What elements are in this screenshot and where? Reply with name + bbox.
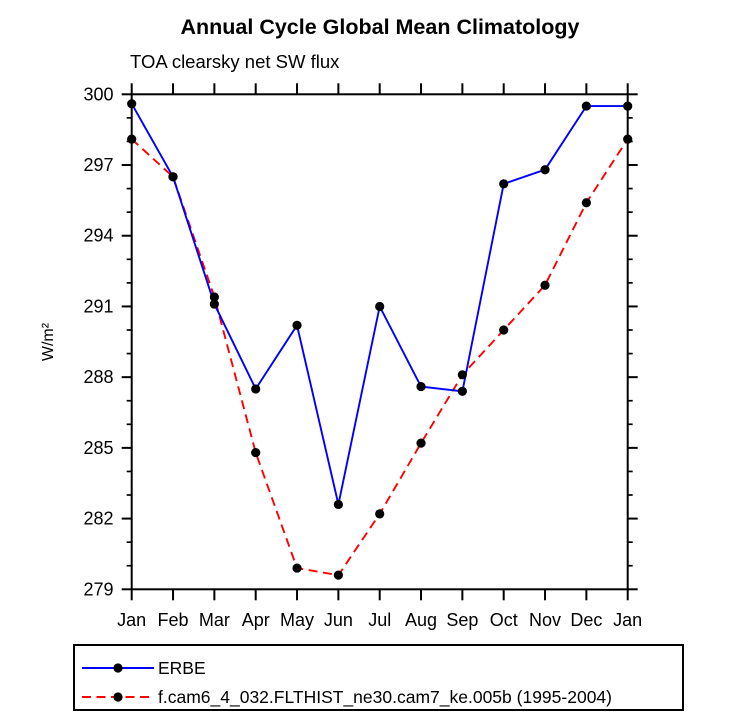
y-tick-label: 300	[83, 84, 113, 104]
data-point-marker	[251, 384, 261, 394]
data-point-marker	[499, 179, 509, 189]
data-point-marker	[292, 563, 302, 573]
data-point-marker	[209, 292, 219, 302]
data-point-marker	[457, 370, 467, 380]
model-dashed-line-marker-icon	[82, 692, 154, 702]
x-tick-label: Jan	[117, 610, 146, 630]
y-tick-label: 288	[83, 367, 113, 387]
x-tick-label: Mar	[199, 610, 230, 630]
plot-frame	[130, 93, 629, 591]
data-point-marker	[251, 447, 261, 458]
legend-box: ERBE f.cam6_4_032.FLTHIST_ne30.cam7_ke.0…	[73, 644, 684, 711]
data-point-marker	[333, 570, 343, 580]
data-point-marker	[168, 172, 178, 182]
x-tick-label: Jan	[613, 610, 642, 630]
y-tick-label: 279	[83, 579, 113, 599]
x-tick-label: Apr	[242, 610, 270, 630]
legend-entry-erbe: ERBE	[80, 658, 206, 678]
legend-label-model: f.cam6_4_032.FLTHIST_ne30.cam7_ke.005b (…	[158, 687, 612, 707]
data-point-marker	[333, 499, 343, 510]
legend-entry-model: f.cam6_4_032.FLTHIST_ne30.cam7_ke.005b (…	[80, 687, 612, 707]
y-tick-label: 297	[83, 155, 113, 175]
data-point-marker	[581, 198, 591, 208]
chart-subtitle: TOA clearsky net SW flux	[130, 51, 340, 72]
data-point-marker	[127, 99, 137, 109]
data-point-marker	[209, 299, 219, 309]
erbe-line-marker-icon	[82, 663, 154, 673]
chart-title: Annual Cycle Global Mean Climatology	[180, 15, 580, 39]
legend-label-erbe: ERBE	[158, 658, 206, 678]
y-tick-label: 285	[83, 438, 113, 458]
x-tick-label: Dec	[570, 610, 602, 630]
data-point-marker	[623, 101, 633, 111]
data-point-marker	[127, 134, 137, 144]
y-axis-label: W/m²	[40, 322, 57, 361]
x-tick-label: May	[280, 610, 314, 630]
data-point-marker	[457, 386, 467, 396]
x-tick-label: Sep	[446, 610, 478, 630]
data-point-marker	[416, 381, 426, 392]
data-point-marker	[499, 325, 509, 335]
x-tick-label: Aug	[405, 610, 437, 630]
data-point-marker	[623, 134, 633, 144]
x-tick-label: Oct	[490, 610, 518, 630]
data-point-marker	[292, 320, 302, 330]
x-tick-label: Jul	[368, 610, 391, 630]
data-point-marker	[416, 438, 426, 448]
data-point-marker	[540, 280, 550, 290]
data-point-marker	[540, 165, 550, 175]
x-tick-label: Nov	[529, 610, 561, 630]
data-point-marker	[375, 301, 385, 312]
y-tick-label: 294	[83, 226, 113, 246]
data-point-marker	[581, 101, 591, 111]
data-point-marker	[375, 509, 385, 519]
x-tick-label: Jun	[324, 610, 353, 630]
y-tick-label: 291	[83, 296, 113, 316]
x-tick-label: Feb	[158, 610, 189, 630]
y-tick-label: 282	[83, 509, 113, 529]
